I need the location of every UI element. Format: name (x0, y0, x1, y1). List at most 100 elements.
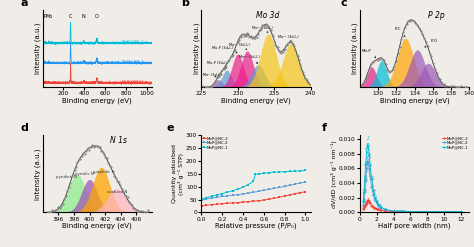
Point (458, 210, 465, 214)
Point (371, 188, 378, 192)
Point (377, 205, 385, 209)
Point (361, 166, 369, 170)
Point (360, 202, 367, 206)
Point (365, 163, 372, 166)
MoP@NC-3 (363, 203, 369, 206)
Point (394, 51, 401, 55)
Point (296, 62, 304, 66)
Point (397, 210, 405, 214)
Point (361, 80, 368, 84)
Point (401, 209, 408, 213)
Point (373, 199, 381, 203)
MoP@NC-1 (255, 172, 261, 175)
MoP@NC-2 (246, 192, 251, 195)
Point (361, 190, 369, 194)
Point (371, 192, 379, 196)
MoP@NC-1 (371, 189, 376, 192)
Point (108, 165, 115, 169)
Point (362, 179, 370, 183)
Point (228, 54, 236, 58)
MoP@NC-3 (235, 201, 241, 204)
Point (374, 203, 382, 206)
Text: Mo⁶⁺ (3d₃/₂): Mo⁶⁺ (3d₃/₂) (278, 35, 299, 42)
Point (424, 210, 431, 214)
Point (389, 209, 397, 213)
Point (361, 203, 369, 207)
Point (359, 203, 367, 207)
MoP@NC-2 (204, 198, 210, 201)
Point (365, 171, 373, 175)
Point (441, 210, 448, 214)
Point (371, 205, 378, 209)
MoP@NC-2 (40, 61, 46, 64)
Point (440, 210, 448, 214)
Line: MoP@NC-3: MoP@NC-3 (201, 190, 307, 207)
MoP@NC-3 (204, 204, 210, 207)
Point (235, 38, 243, 42)
Text: b: b (182, 0, 190, 8)
Point (131, 207, 139, 211)
MoP@NC-3 (246, 200, 251, 203)
MoP@NC-1 (391, 209, 396, 212)
Y-axis label: Intensity (a.u.): Intensity (a.u.) (352, 23, 358, 74)
Point (210, 81, 218, 85)
Text: MoP@NC-3: MoP@NC-3 (122, 79, 145, 83)
MoP@NC-2 (59, 61, 64, 64)
Point (360, 188, 368, 192)
Point (242, 34, 250, 38)
Point (368, 62, 375, 66)
Point (119, 190, 127, 194)
Point (262, 22, 270, 26)
Point (57, 204, 65, 208)
Point (366, 202, 374, 206)
MoP@NC-2 (364, 167, 369, 170)
Point (372, 207, 380, 211)
Point (373, 201, 381, 205)
Point (423, 210, 430, 214)
MoP@NC-1 (399, 209, 405, 212)
MoP@NC-1 (59, 41, 64, 44)
Text: Mo⁴⁺ (3d₅/₂): Mo⁴⁺ (3d₅/₂) (229, 43, 250, 50)
MoP@NC-1 (90, 43, 96, 46)
MoP@NC-1 (408, 210, 413, 213)
MoP@NC-2 (68, 41, 73, 44)
MoP@NC-1 (458, 210, 464, 213)
Point (442, 83, 449, 87)
Legend: MoP@NC-3, MoP@NC-2, MoP@NC-1: MoP@NC-3, MoP@NC-2, MoP@NC-1 (441, 136, 469, 149)
Point (456, 210, 464, 214)
MoP@NC-1 (362, 176, 368, 179)
Point (362, 202, 370, 206)
MoP@NC-1 (369, 178, 374, 181)
MoP@NC-2 (361, 198, 367, 201)
MoP@NC-1 (365, 143, 370, 146)
Point (371, 59, 379, 62)
Point (366, 155, 374, 159)
Point (298, 67, 305, 71)
Point (371, 199, 378, 203)
Point (370, 191, 377, 195)
Point (68, 174, 75, 178)
Point (129, 206, 137, 210)
Point (445, 86, 453, 90)
Point (366, 177, 374, 181)
Point (59, 202, 66, 206)
Point (463, 85, 470, 89)
Point (428, 54, 435, 58)
Point (371, 195, 378, 199)
Point (77, 157, 84, 161)
Point (396, 45, 403, 49)
Point (372, 200, 380, 204)
Text: N 1s: N 1s (110, 136, 128, 145)
Point (406, 210, 414, 214)
Point (372, 199, 379, 203)
Point (390, 210, 398, 214)
MoP@NC-3 (59, 81, 64, 84)
Point (372, 199, 380, 203)
Text: Mo⁰ (3d₅/₂): Mo⁰ (3d₅/₂) (203, 73, 222, 77)
Point (362, 148, 370, 152)
MoP@NC-2 (374, 201, 380, 204)
Point (360, 203, 368, 207)
MoP@NC-3 (230, 201, 236, 204)
Text: pyrrolic N: pyrrolic N (75, 172, 93, 176)
Point (371, 198, 378, 202)
